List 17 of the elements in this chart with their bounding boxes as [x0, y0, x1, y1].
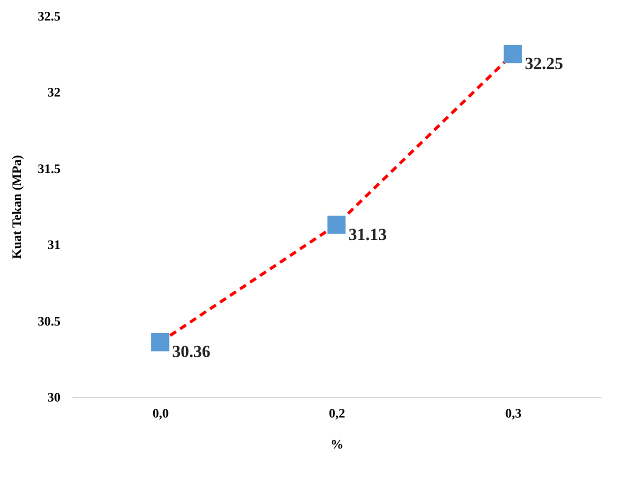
data-label: 31.13	[348, 224, 387, 244]
point	[504, 45, 522, 64]
y-tick-label: 31	[48, 237, 60, 252]
y-tick-label: 32.5	[38, 8, 61, 24]
y-tick-label: 31.5	[38, 160, 61, 176]
x-tick-label: 0,0	[152, 406, 169, 420]
data-label: 32.25	[524, 54, 564, 74]
x-tick-label: 0,2	[328, 406, 346, 420]
y-tick-label: 30	[48, 390, 60, 404]
x-axis-title: %	[330, 436, 344, 452]
y-tick-label: 32	[48, 84, 60, 100]
y-axis-title: Kuat Tekan (MPa)	[8, 154, 24, 260]
data-label: 30.36	[172, 342, 210, 362]
point	[151, 333, 170, 352]
point	[327, 216, 346, 234]
x-tick-label: 0,3	[505, 406, 522, 420]
y-tick-label: 30.5	[38, 313, 61, 328]
